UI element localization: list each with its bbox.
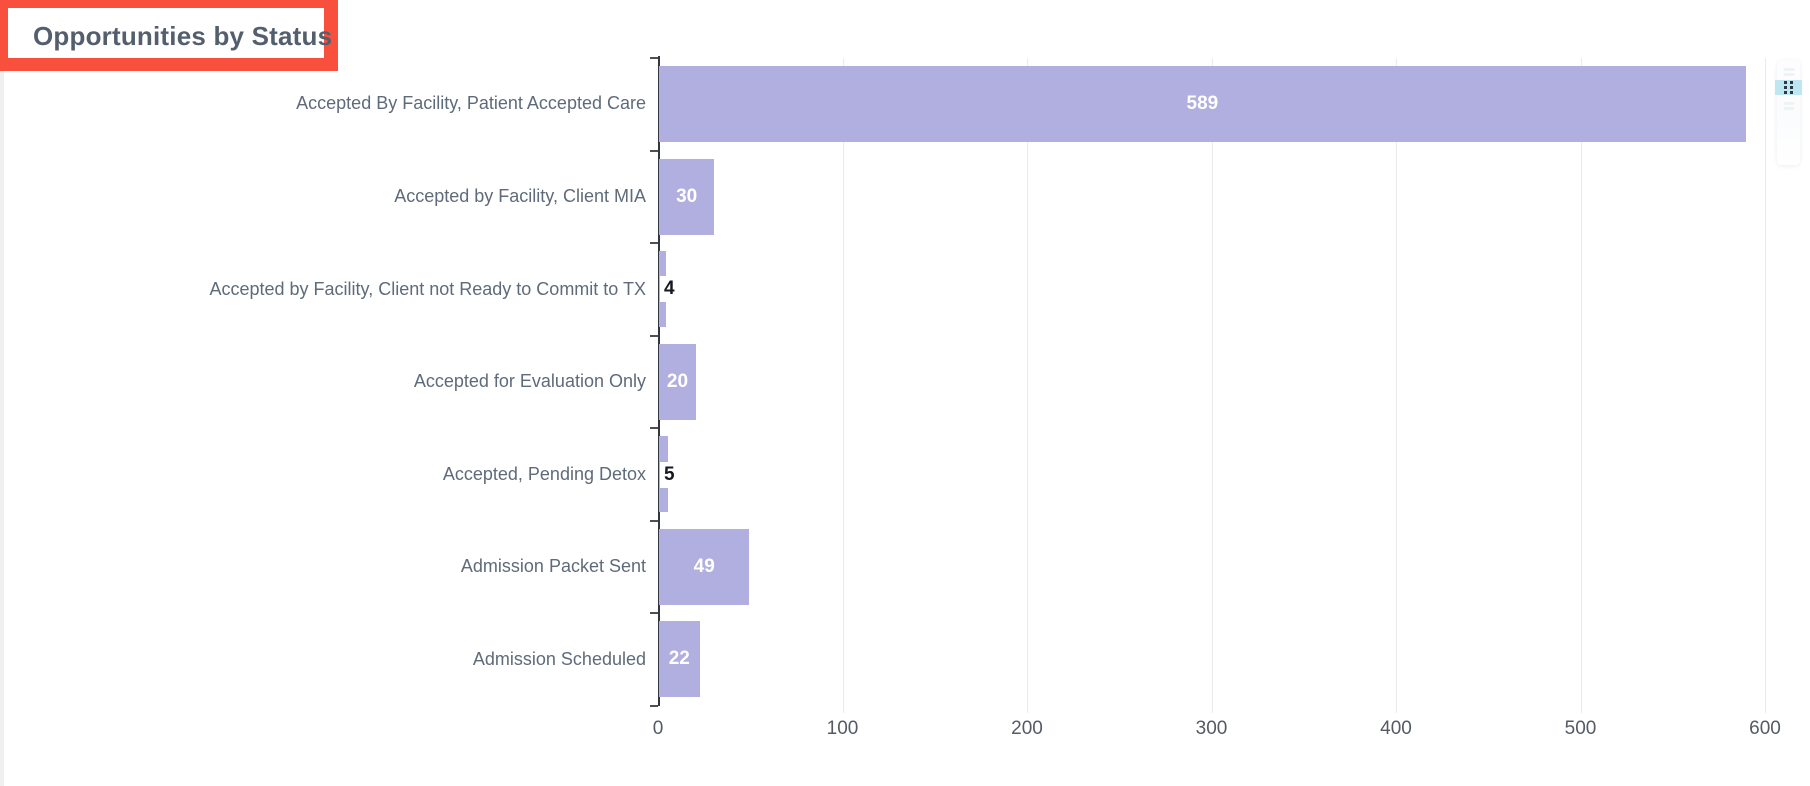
handle-line-icon [1783,107,1794,110]
x-axis-tick-label: 600 [1749,718,1781,739]
x-axis-tick-label: 300 [1195,718,1228,739]
x-axis-tick-label: 200 [1011,718,1043,739]
y-axis-tick-mark [650,149,658,152]
y-axis-tick-mark [650,334,658,337]
category-label: Admission Scheduled [472,648,646,669]
y-axis-tick-mark [650,57,658,59]
gridline-x-100 [842,58,844,713]
chart-row: Accepted By Facility, Patient Accepted C… [0,58,1810,151]
bar-value-label: 5 [660,461,679,488]
widget-drag-handle[interactable] [1775,60,1802,165]
annotation-highlight-box: Opportunities by Status [0,0,338,71]
drag-dot [1790,86,1793,89]
y-axis-tick-mark [650,519,658,522]
gridline-x-500 [1580,58,1582,713]
left-edge-panel [0,0,4,786]
drag-dot [1784,91,1787,94]
gridline-x-300 [1211,58,1213,713]
bar-segment[interactable]: 20 [659,343,696,420]
y-axis-tick-mark [650,427,658,430]
gridline-x-400 [1396,58,1397,713]
gridline-x-200 [1027,58,1028,713]
x-axis-tick-label: 100 [826,718,859,739]
bar-value-label: 20 [666,370,689,392]
bar-segment[interactable]: 22 [659,621,700,698]
bar-segment[interactable]: 49 [659,528,750,605]
drag-dot [1784,86,1787,89]
drag-dot [1790,91,1793,94]
category-label: Accepted for Evaluation Only [413,371,646,392]
bar-value-label: 589 [1186,93,1219,114]
category-label: Accepted by Facility, Client not Ready t… [209,278,646,299]
bar-value-label: 49 [693,555,715,577]
chart-row: Accepted, Pending Detox 5 [0,428,1810,521]
category-label: Accepted, Pending Detox [442,463,646,484]
drag-dots-band[interactable] [1775,80,1802,95]
opportunities-bar-chart: 0 100 200 300 400 500 600 Accepted By Facility,… [0,56,1810,739]
gridline-x-600 [1765,58,1766,713]
bar-value-label: 22 [668,648,690,670]
x-axis-tick-label: 500 [1564,718,1597,739]
chart-row: Admission Packet Sent 49 [0,521,1810,614]
bar-value-label: 30 [676,185,698,207]
widget-title: Opportunities by Status [33,21,333,51]
category-label: Admission Packet Sent [460,556,646,577]
y-axis-tick-mark [650,705,658,707]
y-axis-tick-mark [650,242,658,245]
chart-row: Accepted by Facility, Client not Ready t… [0,243,1810,336]
drag-dot [1790,81,1793,84]
bar-segment[interactable]: 30 [659,158,715,235]
bar-segment[interactable]: 589 [659,66,1746,142]
chart-row: Accepted for Evaluation Only 20 [0,336,1810,429]
x-axis-tick-label: 400 [1380,718,1412,739]
drag-dots-icon [1784,81,1793,94]
x-axis-tick-label: 0 [652,718,664,739]
chart-row: Accepted by Facility, Client MIA 30 [0,151,1810,244]
chart-row: Admission Scheduled 22 [0,613,1810,706]
bar-value-label: 4 [660,276,679,303]
category-label: Accepted by Facility, Client MIA [394,186,646,207]
handle-line-icon [1783,68,1794,71]
handle-line-icon [1783,73,1794,76]
category-label: Accepted By Facility, Patient Accepted C… [296,93,646,114]
handle-line-icon [1783,102,1794,105]
y-axis-tick-mark [650,612,658,615]
drag-dot [1784,81,1787,84]
